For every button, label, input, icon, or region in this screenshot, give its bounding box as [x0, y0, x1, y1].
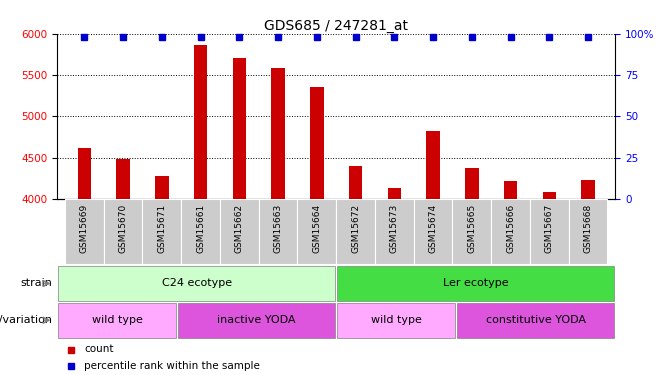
Bar: [78, 148, 91, 199]
Text: GSM15673: GSM15673: [390, 204, 399, 253]
Bar: [349, 166, 363, 199]
Text: Ler ecotype: Ler ecotype: [443, 279, 509, 288]
Bar: [375, 199, 414, 264]
Text: GSM15666: GSM15666: [506, 204, 515, 253]
Text: GSM15663: GSM15663: [274, 204, 283, 253]
Text: C24 ecotype: C24 ecotype: [162, 279, 232, 288]
Bar: [143, 199, 181, 264]
Bar: [58, 303, 176, 338]
Bar: [388, 188, 401, 199]
Text: GSM15672: GSM15672: [351, 204, 360, 253]
Text: GSM15674: GSM15674: [428, 204, 438, 253]
Bar: [569, 199, 607, 264]
Text: GSM15671: GSM15671: [157, 204, 166, 253]
Text: GSM15661: GSM15661: [196, 204, 205, 253]
Bar: [337, 303, 455, 338]
Bar: [337, 266, 615, 301]
Bar: [336, 199, 375, 264]
Bar: [194, 45, 207, 199]
Bar: [181, 199, 220, 264]
Bar: [543, 192, 556, 199]
Bar: [297, 199, 336, 264]
Bar: [104, 199, 143, 264]
Text: GSM15662: GSM15662: [235, 204, 244, 253]
Bar: [453, 199, 492, 264]
Bar: [465, 168, 478, 199]
Text: genotype/variation: genotype/variation: [0, 315, 53, 325]
Bar: [310, 87, 324, 199]
Text: GSM15665: GSM15665: [467, 204, 476, 253]
Bar: [232, 58, 246, 199]
Text: GSM15670: GSM15670: [118, 204, 128, 253]
Text: GSM15667: GSM15667: [545, 204, 554, 253]
Text: wild type: wild type: [370, 315, 422, 325]
Bar: [116, 159, 130, 199]
Text: GSM15668: GSM15668: [584, 204, 593, 253]
Bar: [155, 177, 168, 199]
Text: wild type: wild type: [91, 315, 143, 325]
Title: GDS685 / 247281_at: GDS685 / 247281_at: [265, 19, 408, 33]
Bar: [492, 199, 530, 264]
Bar: [220, 199, 259, 264]
Bar: [178, 303, 336, 338]
Bar: [65, 199, 104, 264]
Bar: [426, 131, 440, 199]
Bar: [504, 182, 517, 199]
Text: strain: strain: [20, 279, 53, 288]
Bar: [259, 199, 297, 264]
Text: percentile rank within the sample: percentile rank within the sample: [84, 361, 260, 371]
Bar: [457, 303, 615, 338]
Text: count: count: [84, 345, 114, 354]
Bar: [581, 180, 595, 199]
Text: inactive YODA: inactive YODA: [217, 315, 296, 325]
Bar: [530, 199, 569, 264]
Bar: [271, 68, 285, 199]
Text: GSM15664: GSM15664: [313, 204, 321, 253]
Bar: [58, 266, 336, 301]
Text: constitutive YODA: constitutive YODA: [486, 315, 586, 325]
Bar: [414, 199, 453, 264]
Text: GSM15669: GSM15669: [80, 204, 89, 253]
